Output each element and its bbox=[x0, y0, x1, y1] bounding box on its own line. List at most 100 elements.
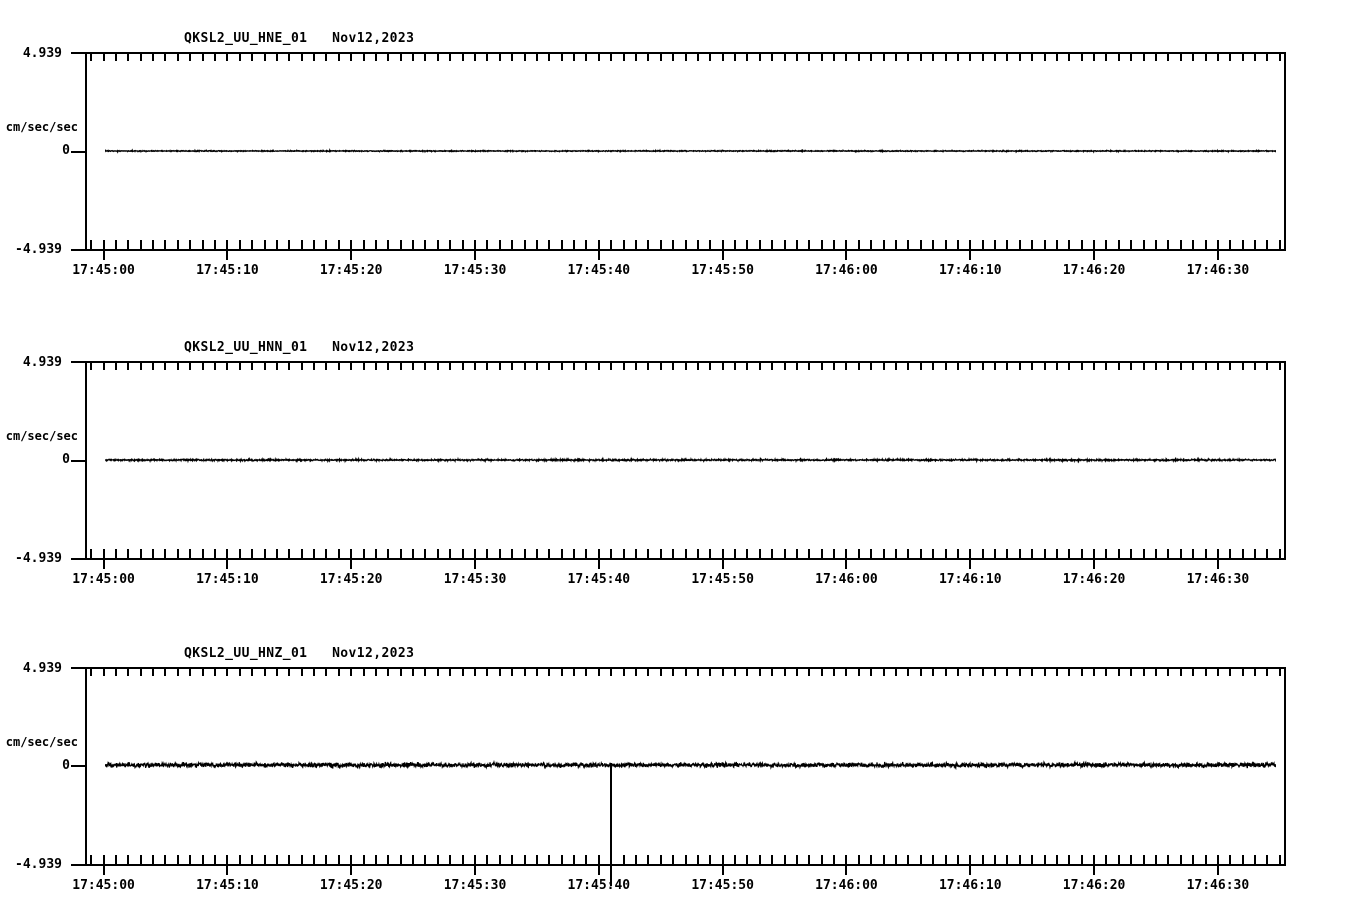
x-tick-bottom bbox=[597, 240, 600, 249]
x-tick-bottom bbox=[424, 240, 427, 249]
x-tick-top bbox=[474, 52, 476, 61]
panel-title-hne: QKSL2_UU_HNE_01 Nov12,2023 bbox=[184, 31, 415, 46]
x-tick-bottom bbox=[734, 240, 737, 249]
x-tick-top bbox=[275, 361, 278, 370]
x-tick-bottom bbox=[374, 240, 377, 249]
x-tick-bottom bbox=[214, 240, 216, 249]
x-tick-major bbox=[1216, 558, 1219, 569]
y-axis-min-label-hne: -4.939 bbox=[15, 242, 62, 257]
x-tick-bottom bbox=[399, 240, 402, 249]
x-tick-bottom bbox=[1179, 240, 1182, 249]
x-tick-top bbox=[746, 52, 749, 61]
x-tick-bottom bbox=[746, 240, 749, 249]
x-tick-bottom bbox=[1055, 855, 1058, 864]
x-tick-bottom bbox=[511, 240, 514, 249]
x-tick-top bbox=[523, 52, 526, 61]
x-tick-top bbox=[894, 52, 897, 61]
x-tick-top bbox=[672, 361, 675, 370]
x-tick-top bbox=[956, 667, 959, 676]
x-tick-top bbox=[511, 52, 514, 61]
x-tick-top bbox=[1031, 667, 1034, 676]
x-tick-top bbox=[1142, 361, 1145, 370]
x-tick-top bbox=[833, 52, 836, 61]
x-tick-bottom bbox=[944, 549, 947, 558]
x-tick-bottom bbox=[721, 240, 724, 249]
x-tick-top bbox=[758, 667, 761, 676]
x-tick-bottom bbox=[238, 855, 241, 864]
x-tick-bottom bbox=[857, 549, 860, 558]
x-tick-bottom bbox=[1117, 549, 1120, 558]
x-tick-top bbox=[1080, 667, 1083, 676]
x-tick-bottom bbox=[857, 240, 860, 249]
x-tick-top bbox=[325, 667, 328, 676]
x-tick-bottom bbox=[263, 240, 266, 249]
x-tick-top bbox=[1254, 361, 1257, 370]
x-tick-top bbox=[1204, 667, 1207, 676]
x-tick-bottom bbox=[449, 549, 452, 558]
x-tick-top bbox=[1179, 361, 1182, 370]
x-tick-bottom bbox=[1068, 855, 1071, 864]
x-tick-bottom bbox=[610, 240, 613, 249]
x-tick-bottom bbox=[449, 855, 452, 864]
x-tick-bottom bbox=[956, 549, 959, 558]
x-tick-top bbox=[226, 361, 229, 370]
x-tick-top bbox=[1018, 667, 1021, 676]
y-axis-zero-label-hne: 0 bbox=[62, 143, 70, 158]
x-axis-tick-label: 17:45:50 bbox=[691, 263, 754, 278]
x-tick-bottom bbox=[684, 855, 687, 864]
x-tick-bottom bbox=[919, 549, 922, 558]
x-tick-major bbox=[597, 864, 600, 875]
x-tick-bottom bbox=[1204, 240, 1207, 249]
x-tick-top bbox=[288, 667, 291, 676]
x-tick-bottom bbox=[882, 549, 885, 558]
x-tick-top bbox=[709, 361, 712, 370]
x-tick-top bbox=[845, 667, 848, 676]
x-tick-bottom bbox=[820, 240, 823, 249]
x-tick-top bbox=[127, 52, 130, 61]
x-tick-bottom bbox=[1142, 240, 1145, 249]
x-tick-bottom bbox=[1130, 240, 1133, 249]
y-tick-zero-hnn bbox=[71, 460, 85, 462]
x-tick-top bbox=[647, 52, 650, 61]
x-tick-top bbox=[548, 667, 551, 676]
x-tick-bottom bbox=[771, 240, 774, 249]
x-tick-bottom bbox=[919, 855, 922, 864]
x-tick-bottom bbox=[696, 549, 699, 558]
y-axis-unit-label-hnz: cm/sec/sec bbox=[5, 735, 78, 749]
y-axis-unit-label-hne: cm/sec/sec bbox=[5, 120, 78, 134]
x-tick-top bbox=[795, 52, 798, 61]
x-tick-top bbox=[820, 52, 823, 61]
x-tick-top bbox=[251, 667, 254, 676]
x-tick-top bbox=[498, 52, 501, 61]
x-tick-bottom bbox=[783, 240, 786, 249]
x-tick-top bbox=[734, 667, 737, 676]
x-tick-top bbox=[1117, 52, 1120, 61]
x-tick-top bbox=[597, 361, 600, 370]
x-tick-top bbox=[956, 52, 959, 61]
x-tick-bottom bbox=[1117, 240, 1120, 249]
x-tick-major bbox=[226, 558, 229, 569]
waveform-trace-hnn bbox=[105, 428, 1276, 492]
x-tick-top bbox=[882, 361, 885, 370]
x-tick-top bbox=[894, 667, 897, 676]
x-tick-top bbox=[152, 361, 155, 370]
x-tick-top bbox=[870, 667, 873, 676]
x-tick-top bbox=[994, 361, 997, 370]
x-tick-top bbox=[461, 361, 464, 370]
x-tick-top bbox=[932, 361, 935, 370]
x-tick-top bbox=[1167, 361, 1170, 370]
x-tick-major bbox=[102, 864, 105, 875]
y-axis-zero-label-hnz: 0 bbox=[62, 758, 70, 773]
x-tick-top bbox=[449, 667, 452, 676]
x-tick-top bbox=[486, 52, 489, 61]
x-tick-top bbox=[585, 361, 588, 370]
y-tick-min-hnn bbox=[71, 558, 85, 560]
x-tick-bottom bbox=[746, 855, 749, 864]
x-tick-top bbox=[696, 52, 699, 61]
x-tick-top bbox=[90, 361, 93, 370]
x-tick-top bbox=[436, 667, 439, 676]
x-tick-top bbox=[634, 361, 637, 370]
panel-title-hnz: QKSL2_UU_HNZ_01 Nov12,2023 bbox=[184, 646, 415, 661]
x-tick-top bbox=[696, 667, 699, 676]
x-tick-bottom bbox=[461, 240, 464, 249]
